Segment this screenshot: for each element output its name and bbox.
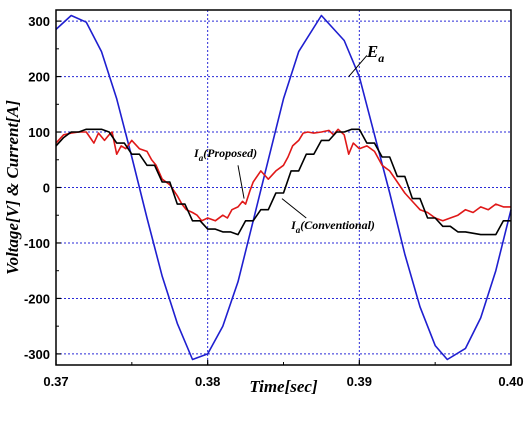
- y-tick-label: -100: [24, 236, 50, 251]
- annotations: Ea Ia(Proposed) Ia(Conventional): [193, 42, 384, 235]
- y-axis-label: Voltage[V] & Current[A]: [3, 100, 22, 275]
- x-tick-label: 0.39: [347, 374, 372, 389]
- x-axis-label: Time[sec]: [249, 377, 318, 396]
- x-tick-label: 0.37: [43, 374, 68, 389]
- series-layer: [55, 14, 512, 361]
- y-tick-label: 0: [43, 181, 50, 196]
- y-tick-label: 100: [28, 125, 50, 140]
- series-line-2: [55, 128, 511, 236]
- annotation-0: Ea: [366, 42, 384, 65]
- x-tick-label: 0.38: [195, 374, 220, 389]
- annotation-1: Ia(Proposed): [193, 146, 257, 163]
- annotation-leader-proposed: [237, 165, 245, 199]
- annotation-leader-conventional: [281, 198, 307, 219]
- tick-labels: 0.37 0.38 0.39 0.40 -300 -200 -100 0 100 200 300: [24, 14, 524, 389]
- grid: [56, 10, 511, 365]
- y-tick-label: -200: [24, 291, 50, 306]
- ticks: [55, 20, 512, 365]
- annotation-leader-ea: [348, 55, 368, 77]
- annotation-2: Ia(Conventional): [290, 218, 375, 235]
- x-tick-label: 0.40: [498, 374, 523, 389]
- y-tick-label: 200: [28, 70, 50, 85]
- series-line-0: [55, 14, 512, 361]
- y-tick-label: -300: [24, 347, 50, 362]
- y-tick-label: 300: [28, 14, 50, 29]
